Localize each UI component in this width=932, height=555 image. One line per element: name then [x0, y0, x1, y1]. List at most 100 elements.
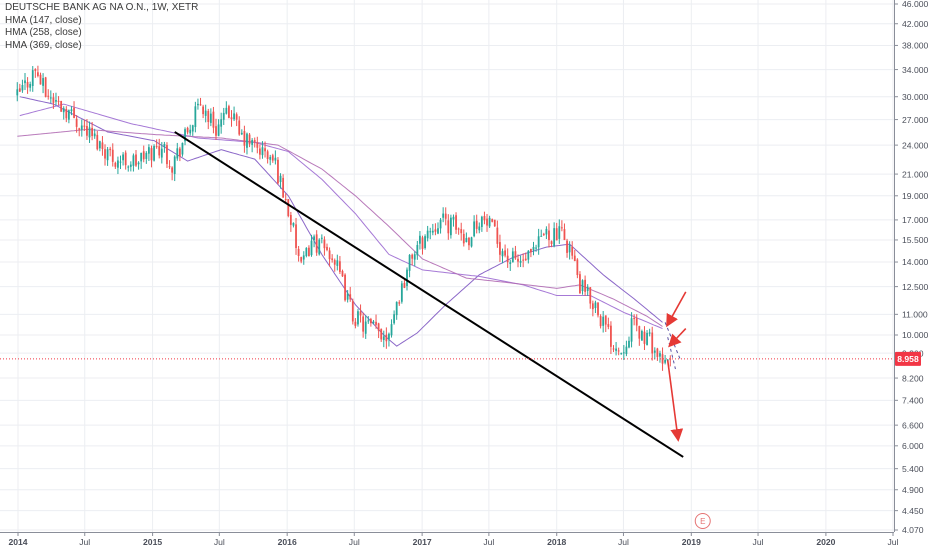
candle-body	[530, 249, 532, 253]
candle-body	[326, 246, 328, 250]
candle-body	[258, 148, 261, 155]
candle-body	[625, 346, 628, 355]
earnings-marker-label: E	[700, 517, 705, 526]
candle-body	[385, 334, 388, 342]
candle-body	[248, 134, 251, 145]
candle-body	[289, 214, 292, 225]
candle-body	[486, 218, 488, 226]
candle-body	[421, 237, 424, 249]
x-tick-label: Jul	[618, 537, 629, 547]
candle-body	[49, 97, 52, 99]
candle-body	[449, 217, 452, 236]
x-tick-label: Jul	[349, 537, 360, 547]
candle-body	[375, 321, 377, 325]
candle-body	[517, 258, 519, 262]
candle-body	[243, 131, 246, 146]
candle-body	[364, 321, 367, 334]
candle-body	[88, 127, 91, 138]
candle-body	[622, 352, 625, 354]
candle-body	[230, 117, 233, 120]
candle-body	[377, 323, 380, 331]
candle-body	[527, 250, 530, 260]
candle-body	[359, 311, 362, 316]
candle-body	[323, 239, 326, 249]
candle-body	[416, 244, 419, 256]
candle-body	[16, 89, 19, 96]
candle-body	[26, 82, 29, 88]
y-tick-label: 38.000	[902, 41, 929, 51]
candle-body	[599, 316, 602, 327]
candle-body	[604, 315, 607, 325]
candle-body	[91, 127, 94, 137]
candle-body	[119, 161, 122, 163]
candle-body	[336, 260, 339, 266]
candle-body	[145, 152, 148, 159]
y-tick-label: 7.400	[902, 396, 924, 406]
candle-body	[633, 318, 636, 320]
candle-body	[65, 109, 68, 119]
candle-body	[388, 333, 390, 340]
candle-body	[488, 217, 491, 227]
x-tick-label: Jul	[79, 537, 90, 547]
candle-body	[93, 133, 96, 137]
candle-body	[52, 97, 55, 103]
candle-body	[351, 301, 354, 322]
candle-body	[292, 222, 295, 226]
candle-body	[591, 303, 594, 310]
candle-body	[122, 154, 124, 161]
candle-body	[178, 148, 181, 157]
candle-body	[666, 359, 669, 361]
candle-body	[491, 219, 494, 222]
candle-body	[524, 258, 527, 261]
candle-body	[545, 228, 548, 235]
candle-body	[153, 146, 155, 161]
candle-body	[333, 260, 336, 265]
candle-body	[42, 78, 44, 86]
candle-body	[158, 146, 161, 156]
candle-body	[261, 147, 264, 156]
candle-body	[437, 228, 439, 234]
candle-body	[124, 152, 127, 166]
candle-body	[140, 153, 143, 162]
y-tick-label: 34.000	[902, 65, 929, 75]
candle-body	[532, 246, 535, 251]
candle-body	[320, 237, 323, 239]
candle-body	[21, 85, 24, 91]
candle-body	[127, 166, 130, 168]
x-tick-label: 2017	[413, 537, 432, 547]
candle-body	[253, 140, 256, 142]
candle-body	[328, 250, 331, 260]
candle-body	[73, 107, 75, 118]
candle-body	[555, 228, 558, 241]
candle-body	[346, 293, 349, 300]
candle-body	[501, 251, 504, 257]
x-tick-label: 2015	[143, 537, 162, 547]
candle-body	[643, 331, 646, 344]
candle-body	[160, 148, 163, 158]
candle-body	[398, 302, 401, 304]
candle-body	[460, 229, 463, 234]
candle-body	[480, 216, 483, 227]
candle-body	[194, 106, 197, 128]
candle-body	[279, 175, 282, 182]
candle-body	[413, 254, 416, 260]
candle-body	[519, 260, 522, 263]
candle-body	[315, 234, 318, 253]
candle-body	[496, 227, 499, 244]
y-tick-label: 19.000	[902, 191, 929, 201]
candle-body	[215, 126, 217, 136]
annotations: E	[0, 131, 894, 529]
candle-body	[310, 240, 313, 256]
candle-body	[313, 236, 315, 241]
candle-body	[506, 255, 509, 263]
candle-body	[173, 156, 176, 175]
x-tick-label: Jul	[214, 537, 225, 547]
candle-body	[202, 106, 205, 115]
candle-body	[264, 148, 266, 152]
candle-body	[444, 213, 447, 219]
y-tick-label: 24.000	[902, 140, 929, 150]
y-tick-label: 42.000	[902, 19, 929, 29]
candle-body	[302, 255, 305, 260]
